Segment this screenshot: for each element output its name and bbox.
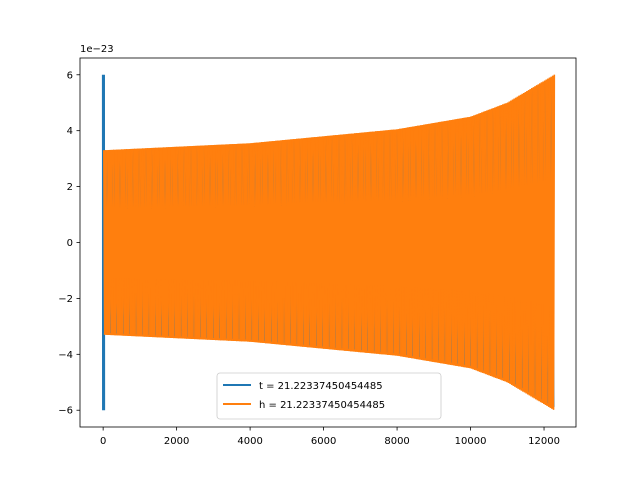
y-axis: −6 −4 −2 0 2 4 6 (58, 70, 80, 417)
series-layer (101, 74, 556, 411)
y-tick-label: −2 (58, 294, 73, 305)
x-tick-label: 6000 (311, 436, 336, 447)
x-axis: 0 2000 4000 6000 8000 10000 12000 (100, 427, 560, 447)
series-h-line-overlay (103, 74, 555, 410)
legend-box (216, 372, 442, 420)
y-tick-label: −4 (58, 350, 73, 361)
x-tick-label: 0 (100, 436, 106, 447)
y-tick-label: −6 (58, 406, 73, 417)
x-tick-label: 8000 (384, 436, 409, 447)
y-tick-label: 6 (67, 70, 73, 81)
x-tick-label: 4000 (237, 436, 262, 447)
legend-label: t = 21.22337450454485 (259, 381, 383, 392)
y-tick-label: 2 (67, 182, 73, 193)
y-offset-text: 1e−23 (80, 44, 114, 55)
y-tick-label: 0 (67, 238, 73, 249)
x-tick-label: 12000 (528, 436, 560, 447)
y-tick-label: 4 (67, 126, 73, 137)
legend: t = 21.22337450454485 h = 21.223374504544… (216, 372, 442, 420)
x-tick-label: 2000 (164, 436, 189, 447)
legend-label: h = 21.22337450454485 (259, 400, 385, 411)
x-tick-label: 10000 (455, 436, 487, 447)
